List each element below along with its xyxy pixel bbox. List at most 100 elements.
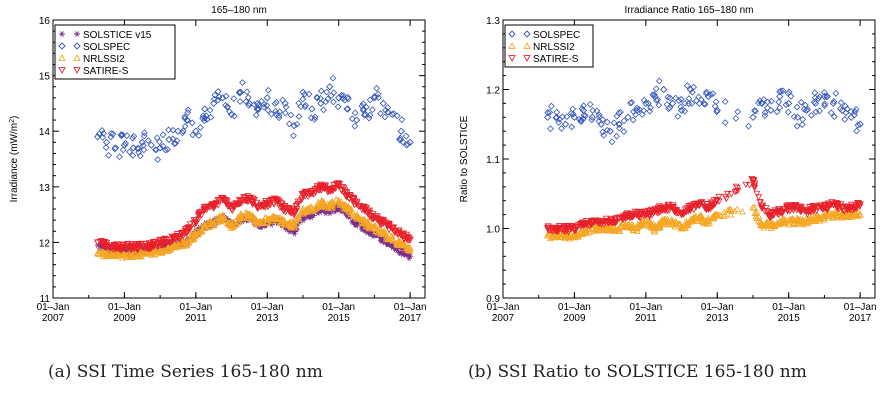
scatter-mark — [785, 221, 793, 228]
scatter-mark — [854, 200, 862, 207]
scatter-mark — [563, 113, 571, 121]
scatter-mark — [302, 207, 310, 215]
scatter-mark — [660, 206, 668, 213]
scatter-mark — [671, 208, 679, 215]
scatter-mark — [603, 126, 611, 134]
scatter-mark — [690, 83, 697, 91]
scatter-mark — [827, 109, 835, 117]
legend-label-nrlssi2: NRLSSI2 — [83, 54, 125, 65]
scatter-mark — [373, 84, 380, 92]
scatter-mark — [713, 108, 721, 116]
scatter-mark — [585, 222, 593, 230]
scatter-mark — [140, 146, 148, 154]
scatter-mark — [181, 113, 189, 121]
scatter-mark — [816, 107, 823, 115]
scatter-mark — [260, 100, 268, 108]
scatter-mark — [763, 104, 771, 112]
scatter-mark — [247, 194, 254, 201]
scatter-mark — [181, 122, 189, 130]
scatter-mark — [616, 227, 624, 234]
scatter-mark — [406, 255, 412, 261]
data-point — [749, 203, 757, 211]
y-tick-label: 11 — [40, 294, 51, 305]
scatter-mark — [152, 146, 160, 154]
scatter-mark — [687, 215, 695, 222]
scatter-mark — [231, 112, 238, 120]
scatter-mark — [195, 228, 203, 235]
scatter-mark — [553, 227, 561, 234]
x-tick-label: 01–Jan 2009 — [108, 302, 141, 324]
scatter-mark — [613, 112, 621, 120]
scatter-mark — [95, 130, 103, 138]
scatter-mark — [167, 239, 175, 246]
scatter-mark — [760, 222, 768, 229]
scatter-mark — [290, 212, 298, 219]
x-tick-label: 01–Jan 2013 — [251, 302, 284, 324]
scatter-mark — [159, 131, 167, 139]
scatter-mark — [694, 216, 701, 224]
scatter-mark — [329, 186, 337, 193]
scatter-mark — [326, 199, 334, 206]
scatter-mark — [836, 105, 844, 113]
scatter-mark — [787, 216, 795, 223]
scatter-mark — [661, 219, 669, 226]
scatter-mark — [233, 200, 241, 207]
scatter-mark — [172, 236, 180, 243]
scatter-mark — [339, 92, 347, 99]
scatter-mark — [222, 197, 230, 204]
scatter-mark — [818, 213, 826, 220]
x-tick-label: 01–Jan 2015 — [322, 302, 355, 324]
scatter-mark — [644, 100, 652, 107]
scatter-mark — [369, 106, 376, 114]
x-tick-label: 01–Jan 2007 — [37, 302, 70, 324]
scatter-mark — [355, 215, 363, 222]
series-solspec — [94, 74, 414, 163]
scatter-mark — [179, 242, 187, 249]
legend-marker — [523, 30, 531, 38]
scatter-mark — [287, 207, 295, 214]
scatter-mark — [750, 177, 758, 185]
scatter-mark — [815, 212, 823, 220]
scatter-mark — [225, 203, 233, 210]
x-tick-label: 01–Jan 2011 — [629, 302, 662, 324]
scatter-mark — [252, 111, 260, 119]
scatter-mark — [600, 221, 608, 228]
scatter-mark — [753, 214, 761, 222]
scatter-mark — [703, 201, 711, 208]
data-point — [749, 113, 757, 121]
scatter-mark — [371, 93, 378, 100]
scatter-mark — [399, 233, 407, 240]
scatter-mark — [625, 221, 633, 228]
scatter-mark — [814, 204, 822, 211]
scatter-mark — [151, 239, 159, 246]
scatter-mark — [311, 113, 319, 121]
scatter-mark — [821, 102, 828, 110]
scatter-mark — [555, 224, 563, 232]
scatter-mark — [330, 98, 337, 106]
scatter-mark — [683, 221, 691, 228]
scatter-mark — [189, 235, 197, 243]
scatter-mark — [731, 207, 739, 214]
scatter-mark — [140, 129, 148, 137]
plot-frame — [52, 19, 426, 299]
data-point — [317, 99, 325, 108]
scatter-mark — [810, 98, 818, 106]
scatter-mark — [247, 215, 255, 223]
scatter-mark — [129, 152, 137, 159]
scatter-mark — [851, 108, 859, 116]
scatter-mark — [176, 238, 184, 245]
scatter-mark — [600, 131, 608, 139]
scatter-mark — [701, 100, 709, 108]
scatter-mark — [629, 116, 637, 124]
scatter-mark — [284, 206, 292, 213]
data-point — [820, 92, 829, 101]
scatter-mark — [282, 109, 289, 117]
data-point — [147, 141, 155, 149]
data-point — [138, 138, 146, 146]
scatter-mark — [840, 212, 848, 219]
scatter-mark — [308, 190, 316, 198]
scatter-mark — [648, 221, 656, 228]
scatter-mark — [119, 146, 127, 154]
scatter-mark — [373, 216, 381, 223]
scatter-mark — [307, 203, 315, 210]
